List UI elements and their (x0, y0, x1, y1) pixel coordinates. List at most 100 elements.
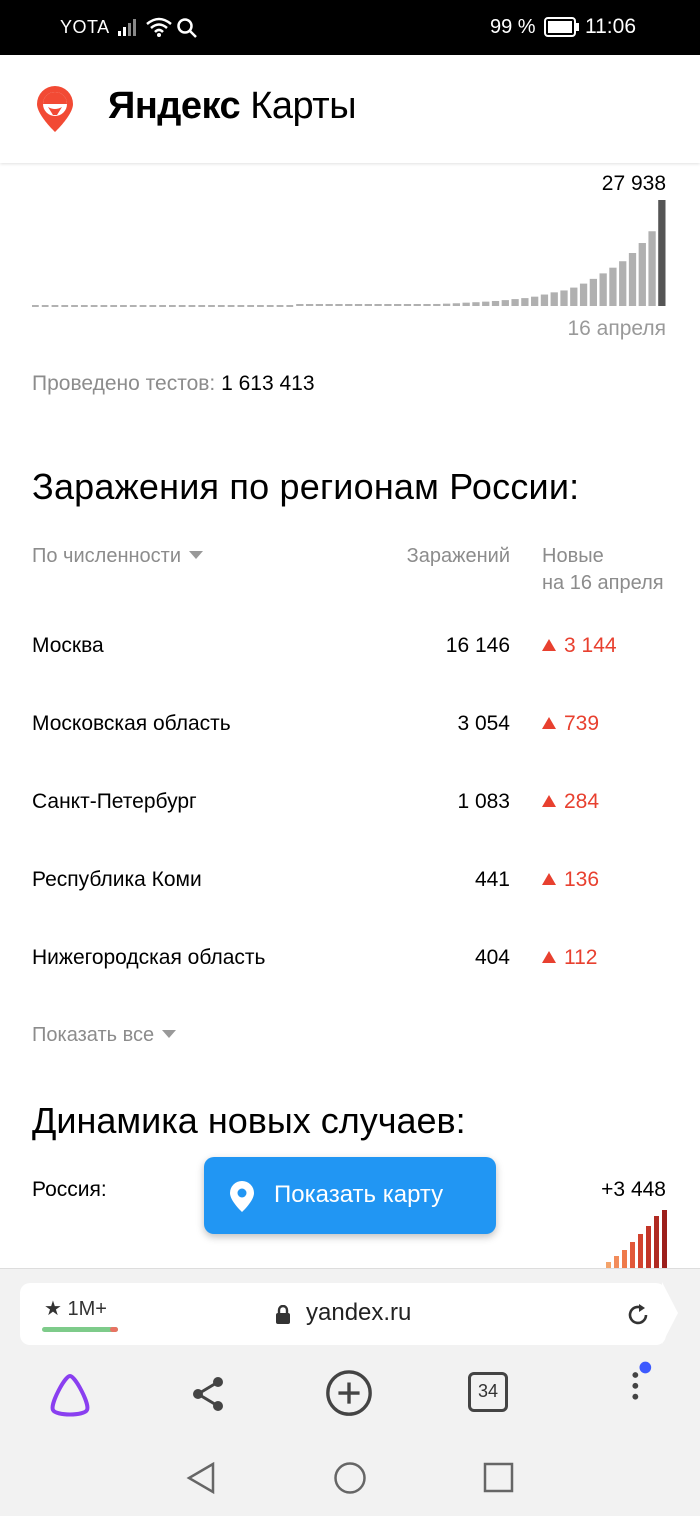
address-bar[interactable]: ★ 1M+ yandex.ru (20, 1283, 666, 1345)
dynamics-country-value: +3 448 (601, 1178, 666, 1201)
mini-bar (606, 1262, 611, 1268)
tests-summary: Проведено тестов: 1 613 413 (32, 372, 315, 396)
app-title: Яндекс Карты (108, 85, 357, 128)
chart-bar (442, 303, 451, 306)
app-title-brand: Яндекс (108, 85, 241, 127)
home-icon[interactable] (333, 1461, 367, 1495)
mini-bar (654, 1216, 659, 1268)
region-new-value: 3 144 (564, 634, 617, 657)
column-header-new-line2: на 16 апреля (542, 572, 664, 594)
chart-bar (511, 299, 519, 306)
carrier-name: YOTA (60, 17, 110, 37)
chart-bar (403, 304, 412, 306)
region-total: 404 (474, 946, 510, 969)
column-header-new-line1: Новые (542, 545, 604, 567)
dynamics-mini-chart (606, 1210, 667, 1268)
chart-bar-latest (658, 200, 666, 306)
status-bar: YOTA 99 % 11:06 (0, 0, 700, 55)
battery-icon (544, 17, 579, 37)
region-new-value: 739 (564, 712, 600, 735)
menu-dots-icon[interactable] (612, 1360, 662, 1410)
region-name: Московская область (32, 712, 231, 735)
reload-icon[interactable] (625, 1302, 651, 1328)
region-new: 3 144 (542, 634, 617, 658)
address-bar-tail (662, 1282, 678, 1344)
tabs-count: 34 (477, 1381, 499, 1401)
new-tab-plus-icon[interactable] (324, 1370, 374, 1420)
region-name: Санкт-Петербург (32, 790, 197, 813)
battery-percent: 99 % (490, 16, 536, 38)
region-total: 441 (474, 868, 510, 891)
lock-icon (276, 1305, 290, 1324)
increase-arrow-icon (542, 639, 556, 651)
region-new-value: 112 (564, 946, 598, 969)
chart-bar (452, 303, 461, 306)
chart-bar (638, 243, 646, 306)
show-map-label: Показать карту (274, 1181, 444, 1208)
browser-bar: ★ 1M+ yandex.ru (0, 1268, 700, 1440)
wifi-icon (146, 17, 172, 37)
show-all-button[interactable]: Показать все (32, 1024, 177, 1047)
clock: 11:06 (585, 15, 636, 38)
tabs-button[interactable]: 34 (468, 1370, 518, 1420)
column-header-infections: Заражений (406, 545, 510, 567)
column-header-new: Новые на 16 апреля (542, 543, 664, 597)
star-icon: ★ (44, 1298, 62, 1320)
chart-bar (384, 304, 392, 306)
rating-bar (42, 1327, 118, 1332)
recents-icon[interactable] (483, 1461, 515, 1495)
chart-bar (325, 304, 333, 306)
dynamics-title: Динамика новых случаев: (32, 1100, 466, 1141)
sort-dropdown[interactable]: По численности (32, 543, 203, 570)
app-header: Яндекс Карты (0, 55, 700, 163)
cases-chart: 27 938 16 апреля (0, 163, 700, 353)
chart-bar (335, 304, 343, 306)
regions-title: Заражения по регионам России: (32, 466, 580, 507)
mini-bar (614, 1256, 619, 1268)
share-icon[interactable] (184, 1370, 234, 1420)
chart-bar (315, 304, 324, 306)
region-name: Республика Коми (32, 868, 202, 891)
alice-assistant-icon[interactable] (45, 1370, 95, 1420)
region-new: 136 (542, 868, 599, 892)
chart-bar (413, 304, 421, 306)
caret-down-icon (162, 1030, 177, 1038)
chart-bar (423, 304, 431, 306)
chart-bar (374, 304, 382, 306)
tests-value: 1 613 413 (221, 372, 315, 395)
chart-bar (648, 231, 656, 306)
site-rating[interactable]: ★ 1M+ (44, 1296, 107, 1321)
chart-bar (570, 287, 578, 306)
region-new-value: 284 (564, 790, 600, 813)
chart-bar (482, 301, 490, 306)
mini-bar (622, 1250, 627, 1268)
mini-bar (638, 1234, 643, 1268)
chart-bar (628, 252, 637, 306)
chart-bar (521, 298, 529, 306)
chart-bar (462, 302, 470, 306)
chart-bar (394, 304, 402, 306)
chart-bar (540, 294, 549, 306)
app-title-product: Карты (240, 85, 357, 127)
url-text[interactable]: yandex.ru (306, 1299, 412, 1326)
show-map-button[interactable]: Показать карту (204, 1157, 496, 1234)
chart-peak-label: 27 938 (601, 172, 666, 195)
chart-bar (560, 290, 568, 306)
region-new-value: 136 (564, 868, 600, 891)
region-new: 739 (542, 712, 599, 736)
chart-bar (599, 273, 607, 306)
tests-label: Проведено тестов: (32, 372, 222, 395)
back-icon[interactable] (185, 1461, 217, 1495)
chart-bar (550, 292, 558, 306)
chart-date-label: 16 апреля (567, 317, 666, 340)
mini-bar (630, 1242, 635, 1268)
show-all-label: Показать все (32, 1024, 155, 1046)
chart-bar (501, 300, 509, 306)
yandex-maps-logo-icon[interactable] (35, 85, 75, 133)
site-rating-value: 1M+ (67, 1298, 107, 1320)
tabs-count-icon: 34 (468, 1372, 508, 1412)
mini-bar (646, 1226, 651, 1268)
caret-down-icon (188, 551, 203, 559)
chart-bar (433, 303, 441, 306)
region-new: 112 (542, 946, 597, 970)
